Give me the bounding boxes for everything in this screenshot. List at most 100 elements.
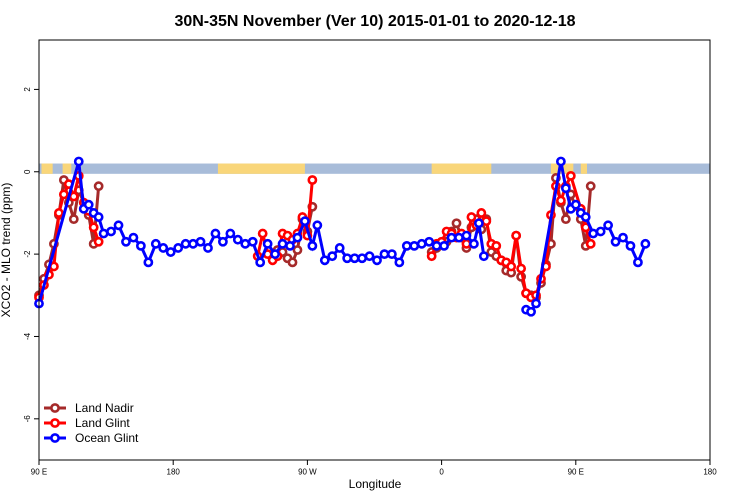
data-point-2-0-49 <box>416 238 427 249</box>
data-point-2-1-16 <box>640 238 651 249</box>
data-point-2-0-30 <box>277 238 288 249</box>
data-point-1-1-1 <box>257 228 268 239</box>
data-point-0-2-5 <box>451 218 462 229</box>
legend-label-1: Land Glint <box>75 416 130 430</box>
ocean-band <box>39 163 710 174</box>
data-point-2-0-47 <box>401 240 412 251</box>
data-point-2-0-54 <box>454 232 464 243</box>
y-axis-label: XCO2 - MLO trend (ppm) <box>0 183 13 318</box>
data-point-2-0-26 <box>247 236 258 247</box>
legend-marker-0 <box>50 403 60 413</box>
data-point-2-0-52 <box>439 240 449 251</box>
data-point-1-2-0 <box>426 251 437 262</box>
x-tick-label-3: 0 <box>439 468 444 477</box>
data-point-2-0-37 <box>327 251 338 262</box>
land-band-segment-0 <box>41 163 53 174</box>
data-point-1-0-11 <box>88 222 99 233</box>
y-tick-label-3: -4 <box>23 332 32 340</box>
data-point-2-0-34 <box>307 240 318 251</box>
data-point-2-0-7 <box>106 226 116 237</box>
data-point-2-0-43 <box>372 255 382 266</box>
data-point-2-1-10 <box>595 226 606 237</box>
data-point-2-1-3 <box>555 156 566 167</box>
data-point-1-2-13 <box>491 240 502 251</box>
data-point-2-1-9 <box>588 228 599 239</box>
data-point-1-2-26 <box>555 195 566 206</box>
y-tick-label-1: 0 <box>23 169 32 174</box>
data-point-2-1-2 <box>531 298 541 309</box>
data-point-2-0-53 <box>446 232 457 243</box>
data-point-2-0-22 <box>218 236 228 247</box>
data-point-1-0-7 <box>68 191 79 202</box>
data-point-0-2-27 <box>560 214 571 225</box>
data-point-2-1-8 <box>580 212 591 222</box>
data-point-1-2-28 <box>565 170 576 181</box>
data-point-1-2-18 <box>516 263 527 274</box>
data-point-2-0-15 <box>165 247 176 257</box>
data-point-2-0-18 <box>188 238 198 249</box>
data-point-2-0-40 <box>349 253 360 264</box>
data-point-2-1-4 <box>560 183 571 194</box>
x-tick-label-4: 90 E <box>568 468 584 477</box>
y-tick-label-4: -6 <box>23 415 32 423</box>
data-point-2-0-27 <box>255 257 266 268</box>
land-band-segment-2 <box>217 163 305 174</box>
land-band-segment-1 <box>62 163 72 174</box>
data-point-0-1-3 <box>287 257 298 268</box>
data-point-2-0-57 <box>473 218 484 229</box>
data-point-1-2-8 <box>466 212 477 222</box>
data-point-0-0-7 <box>68 214 79 225</box>
data-point-2-0-33 <box>300 216 310 227</box>
data-point-2-0-31 <box>285 240 295 251</box>
data-point-0-0-11 <box>93 181 104 192</box>
data-point-2-0-51 <box>431 240 442 251</box>
data-point-2-0-6 <box>98 228 109 239</box>
data-point-1-2-7 <box>461 238 472 249</box>
data-point-1-1-11 <box>307 175 318 185</box>
data-point-2-0-35 <box>312 220 323 231</box>
data-point-2-0-44 <box>379 249 390 260</box>
data-point-2-0-12 <box>143 257 154 268</box>
data-point-1-0-12 <box>93 236 104 247</box>
x-axis-label: Longitude <box>349 477 402 491</box>
y-tick-label-2: -2 <box>23 250 32 258</box>
x-tick-label-5: 180 <box>703 468 717 477</box>
data-point-2-0-58 <box>478 251 489 262</box>
data-point-2-1-6 <box>570 199 581 210</box>
data-point-2-0-39 <box>342 253 353 264</box>
data-point-2-0-25 <box>240 238 251 249</box>
data-point-1-2-10 <box>476 208 487 218</box>
data-point-1-0-4 <box>53 208 64 218</box>
land-band-segment-5 <box>580 163 587 174</box>
data-point-2-0-36 <box>319 255 330 266</box>
data-point-2-1-14 <box>625 240 636 251</box>
data-point-2-0-14 <box>158 243 169 253</box>
chart-title: 30N-35N November (Ver 10) 2015-01-01 to … <box>174 13 575 30</box>
data-point-2-0-45 <box>386 249 397 260</box>
data-point-2-0-29 <box>270 249 280 260</box>
legend-marker-1 <box>50 418 60 428</box>
data-point-2-0-42 <box>364 251 375 262</box>
series-layer <box>34 156 651 317</box>
land-band-segment-3 <box>431 163 492 174</box>
data-point-2-1-13 <box>618 232 628 243</box>
data-point-2-0-55 <box>461 230 472 241</box>
data-point-2-1-11 <box>603 220 614 231</box>
data-point-2-1-12 <box>610 236 621 247</box>
x-tick-label-0: 90 E <box>31 468 47 477</box>
data-point-2-0-19 <box>195 236 206 247</box>
data-point-1-2-31 <box>585 238 596 249</box>
data-point-1-2-11 <box>481 216 492 227</box>
data-point-2-0-5 <box>93 212 104 222</box>
data-point-2-0-9 <box>121 236 131 247</box>
axes: 90 E 180 90 W 0 90 E 180 2 0 -2 -4 -6 <box>23 87 717 477</box>
data-point-2-0-3 <box>83 199 94 210</box>
y-tick-label-0: 2 <box>23 87 32 92</box>
data-point-2-1-1 <box>526 306 536 317</box>
legend-label-0: Land Nadir <box>75 401 134 415</box>
data-point-2-0-56 <box>469 238 479 249</box>
data-point-2-0-28 <box>262 238 273 249</box>
data-point-1-0-5 <box>58 189 69 200</box>
